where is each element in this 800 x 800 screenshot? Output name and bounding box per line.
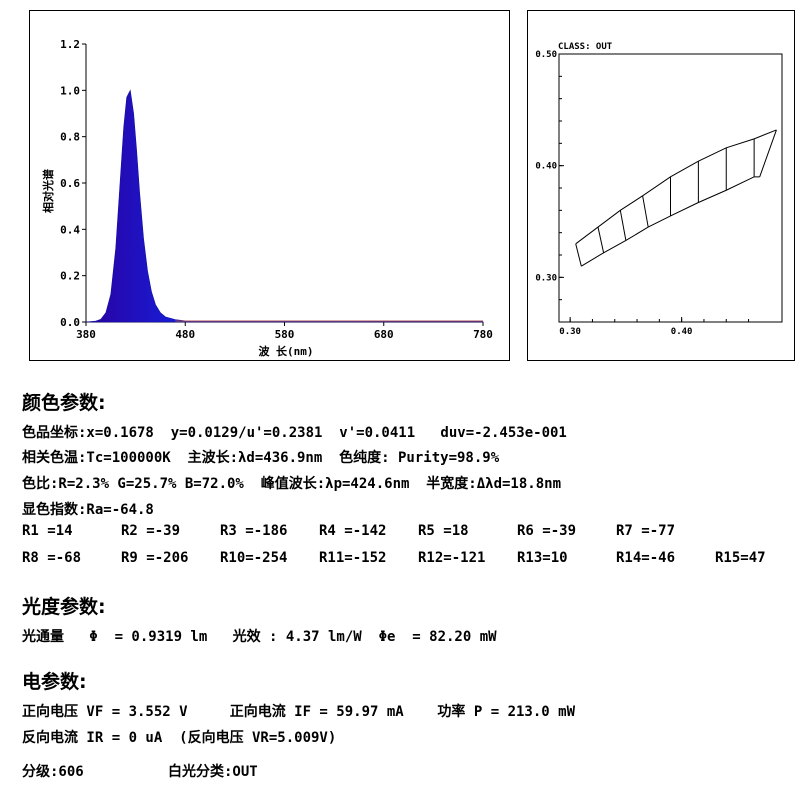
r-value-10: R10=-254: [220, 550, 288, 566]
chromaticity-panel: 0.30 0.40 0.50 0.30 0.40 CLASS: OUT: [527, 10, 795, 361]
color-parameters-heading: 颜色参数:: [22, 392, 106, 414]
spectrum-area: [85, 89, 484, 323]
spectrum-chart: 0.0 0.2 0.4 0.6 0.8 1.0 1.2 380 480 580 680 780 相对光…: [41, 38, 493, 358]
spectrum-y-tick-label: 1.0: [60, 84, 80, 97]
r-value-14: R14=-46: [616, 550, 676, 566]
chromaticity-coordinates: 色品坐标:x=0.1678 y=0.0129/u'=0.2381 v'=0.04…: [22, 425, 567, 441]
bin-top-boundary: [575, 129, 777, 245]
bin-divider: [759, 129, 777, 178]
r-value-5: R5 =18: [418, 523, 469, 539]
spectrum-y-label: 相对光谱: [41, 169, 55, 213]
r-value-4: R4 =-142: [319, 523, 387, 539]
r-value-6: R6 =-39: [517, 523, 577, 539]
correlated-color-temperature: 相关色温:Tc=100000K 主波长:λd=436.9nm 色纯度: Puri…: [22, 450, 500, 466]
chromaticity-class-label: CLASS: OUT: [558, 42, 613, 52]
r-value-3: R3 =-186: [220, 523, 288, 539]
chromaticity-y-tick-label: 0.40: [535, 162, 557, 172]
spectrum-y-tick-label: 0.8: [60, 131, 80, 144]
electrical-parameters-heading: 电参数:: [22, 671, 87, 693]
bin-divider: [575, 243, 582, 267]
spectrum-y-tick-label: 0.4: [60, 223, 80, 236]
spectrum-x-tick-label: 380: [76, 328, 96, 341]
spectrum-y-tick-label: 0.6: [60, 177, 80, 190]
bin-divider: [597, 226, 605, 253]
r-value-9: R9 =-206: [121, 550, 189, 566]
chromaticity-x-tick-label: 0.30: [559, 327, 581, 337]
r-value-11: R11=-152: [319, 550, 387, 566]
spectrum-x-tick-label: 480: [175, 328, 195, 341]
spectrum-y-tick-label: 0.0: [60, 316, 80, 329]
chromaticity-y-tick-label: 0.30: [535, 273, 557, 283]
spectrum-x-tick-label: 780: [473, 328, 493, 341]
reverse-electrical-line: 反向电流 IR = 0 uA (反向电压 VR=5.009V): [22, 730, 337, 746]
r-value-8: R8 =-68: [22, 550, 82, 566]
r-value-7: R7 =-77: [616, 523, 676, 539]
r-value-12: R12=-121: [418, 550, 486, 566]
bin-divider: [642, 195, 649, 228]
spectrum-x-tick-label: 580: [275, 328, 295, 341]
photometric-parameters-heading: 光度参数:: [22, 596, 106, 618]
color-rendering-index: 显色指数:Ra=-64.8: [22, 502, 154, 518]
luminous-flux-line: 光通量 Φ = 0.9319 lm 光效 : 4.37 lm/W Φe = 82…: [22, 629, 497, 645]
bin-divider: [619, 210, 627, 241]
forward-electrical-line: 正向电压 VF = 3.552 V 正向电流 IF = 59.97 mA 功率 …: [22, 704, 576, 720]
r-value-15: R15=47: [715, 550, 766, 566]
grade-line: 分级:606 白光分类:OUT: [22, 764, 258, 780]
color-ratio: 色比:R=2.3% G=25.7% B=72.0% 峰值波长:λp=424.6n…: [22, 476, 562, 492]
spectrum-x-tick-label: 680: [374, 328, 394, 341]
spectrum-y-tick-label: 1.2: [60, 38, 80, 51]
chromaticity-x-tick-label: 0.40: [671, 327, 693, 337]
r-value-13: R13=10: [517, 550, 568, 566]
chromaticity-chart: 0.30 0.40 0.50 0.30 0.40 CLASS: OUT: [535, 42, 783, 337]
chromaticity-y-tick-label: 0.50: [535, 50, 557, 60]
spectrum-x-label: 波 长(nm): [258, 344, 313, 358]
r-value-1: R1 =14: [22, 523, 73, 539]
spectrum-panel: 0.0 0.2 0.4 0.6 0.8 1.0 1.2 380 480 580 680 780 相对光…: [29, 10, 510, 361]
r-value-2: R2 =-39: [121, 523, 181, 539]
spectrum-y-tick-label: 0.2: [60, 270, 80, 283]
